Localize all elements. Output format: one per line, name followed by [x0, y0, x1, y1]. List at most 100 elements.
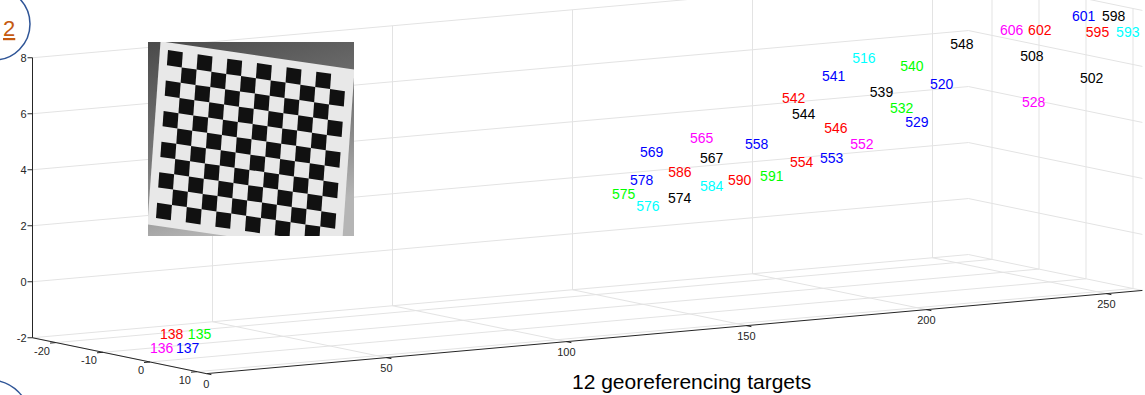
- tick-label: 200: [917, 314, 935, 326]
- board-square: [181, 67, 197, 84]
- point-label: 541: [822, 68, 846, 84]
- board-square: [320, 211, 336, 228]
- point-label: 548: [950, 36, 974, 52]
- board-square: [329, 89, 345, 106]
- board-square: [309, 163, 325, 180]
- board-square: [236, 137, 252, 154]
- tick-label: 8: [20, 52, 26, 64]
- grid-line: [33, 338, 207, 374]
- tick-label: 100: [557, 346, 575, 358]
- board-square: [256, 63, 272, 80]
- board-frame: [148, 42, 354, 236]
- board-square: [190, 146, 206, 163]
- tick-label: 4: [20, 164, 26, 176]
- board-square: [299, 85, 315, 102]
- board-square: [215, 211, 231, 228]
- board-square: [206, 133, 222, 150]
- tick-mark: [566, 342, 571, 343]
- point-label: 558: [745, 136, 769, 152]
- point-label: 595: [1086, 24, 1110, 40]
- point-label: 540: [900, 58, 924, 74]
- tick-mark: [97, 352, 103, 354]
- tick-label: -20: [34, 345, 50, 357]
- point-label: 598: [1102, 8, 1126, 24]
- tick-mark: [746, 326, 751, 327]
- board-square: [291, 207, 307, 224]
- point-label: 590: [728, 172, 752, 188]
- board-square: [172, 190, 188, 207]
- grid-line: [213, 322, 387, 358]
- board-square: [220, 150, 236, 167]
- board-square: [265, 142, 281, 159]
- tick-mark: [50, 342, 56, 344]
- grid: [33, 0, 1143, 374]
- grid-line: [1133, 9, 1134, 289]
- board-square: [327, 120, 343, 137]
- board-square: [293, 176, 309, 193]
- point-label: 567: [700, 150, 724, 166]
- tick-mark: [28, 57, 33, 58]
- tick-label: -10: [81, 354, 97, 366]
- point-label: 137: [176, 340, 200, 356]
- point-label: 565: [690, 130, 714, 146]
- tick-label: 0: [20, 276, 26, 288]
- point-label: 552: [850, 136, 874, 152]
- badge-circle: [0, 380, 30, 395]
- grid-line: [150, 279, 1086, 362]
- grid-line: [753, 274, 927, 310]
- y-axis-line: [33, 338, 207, 374]
- board-square: [174, 159, 190, 176]
- grid-line: [933, 258, 1107, 294]
- grid-line: [969, 143, 1143, 179]
- board-square: [286, 67, 302, 84]
- tick-mark: [206, 374, 211, 375]
- grid-line: [197, 289, 1133, 372]
- point-label: 569: [640, 144, 664, 160]
- point-label: 529: [905, 114, 929, 130]
- tick-mark: [28, 225, 33, 226]
- slide-decoration: 212 georeferencing targets: [0, 0, 811, 395]
- board-square: [270, 80, 286, 97]
- board-square: [197, 54, 213, 71]
- grid-line: [393, 306, 567, 342]
- point-label: 516: [852, 50, 876, 66]
- point-label: 602: [1028, 22, 1052, 38]
- z-axis-line: [32, 58, 33, 338]
- board-square: [311, 133, 327, 150]
- board-square: [247, 185, 263, 202]
- point-label: 508: [1020, 48, 1044, 64]
- tick-label: 50: [380, 362, 392, 374]
- tick-mark: [28, 113, 33, 114]
- point-label: 553: [820, 150, 844, 166]
- board-square: [325, 150, 341, 167]
- board-square: [254, 94, 270, 111]
- point-label: 586: [668, 164, 692, 180]
- point-label: 136: [150, 340, 174, 356]
- board-square: [186, 207, 202, 224]
- board-square: [208, 102, 224, 119]
- point-label: 575: [612, 186, 636, 202]
- point-label: 542: [782, 90, 806, 106]
- board-square: [233, 168, 249, 185]
- grid-line: [1086, 0, 1087, 279]
- board-square: [297, 115, 313, 132]
- tick-mark: [28, 169, 33, 170]
- tick-label: 250: [1097, 298, 1115, 310]
- point-label: 576: [636, 198, 660, 214]
- tick-label: 0: [138, 364, 144, 376]
- grid-line: [992, 0, 993, 259]
- point-label: 606: [1000, 22, 1024, 38]
- board-square: [252, 124, 268, 141]
- tick-label: 0: [203, 378, 209, 390]
- grid-line: [103, 269, 1039, 352]
- point-label: 520: [930, 76, 954, 92]
- grid-line: [573, 290, 747, 326]
- board-square: [178, 98, 194, 115]
- board-square: [263, 172, 279, 189]
- board-square: [307, 194, 323, 211]
- board-square: [231, 198, 247, 215]
- tick-label: 150: [737, 330, 755, 342]
- board-square: [249, 155, 265, 172]
- grid-line: [32, 58, 33, 338]
- board-square: [156, 203, 172, 220]
